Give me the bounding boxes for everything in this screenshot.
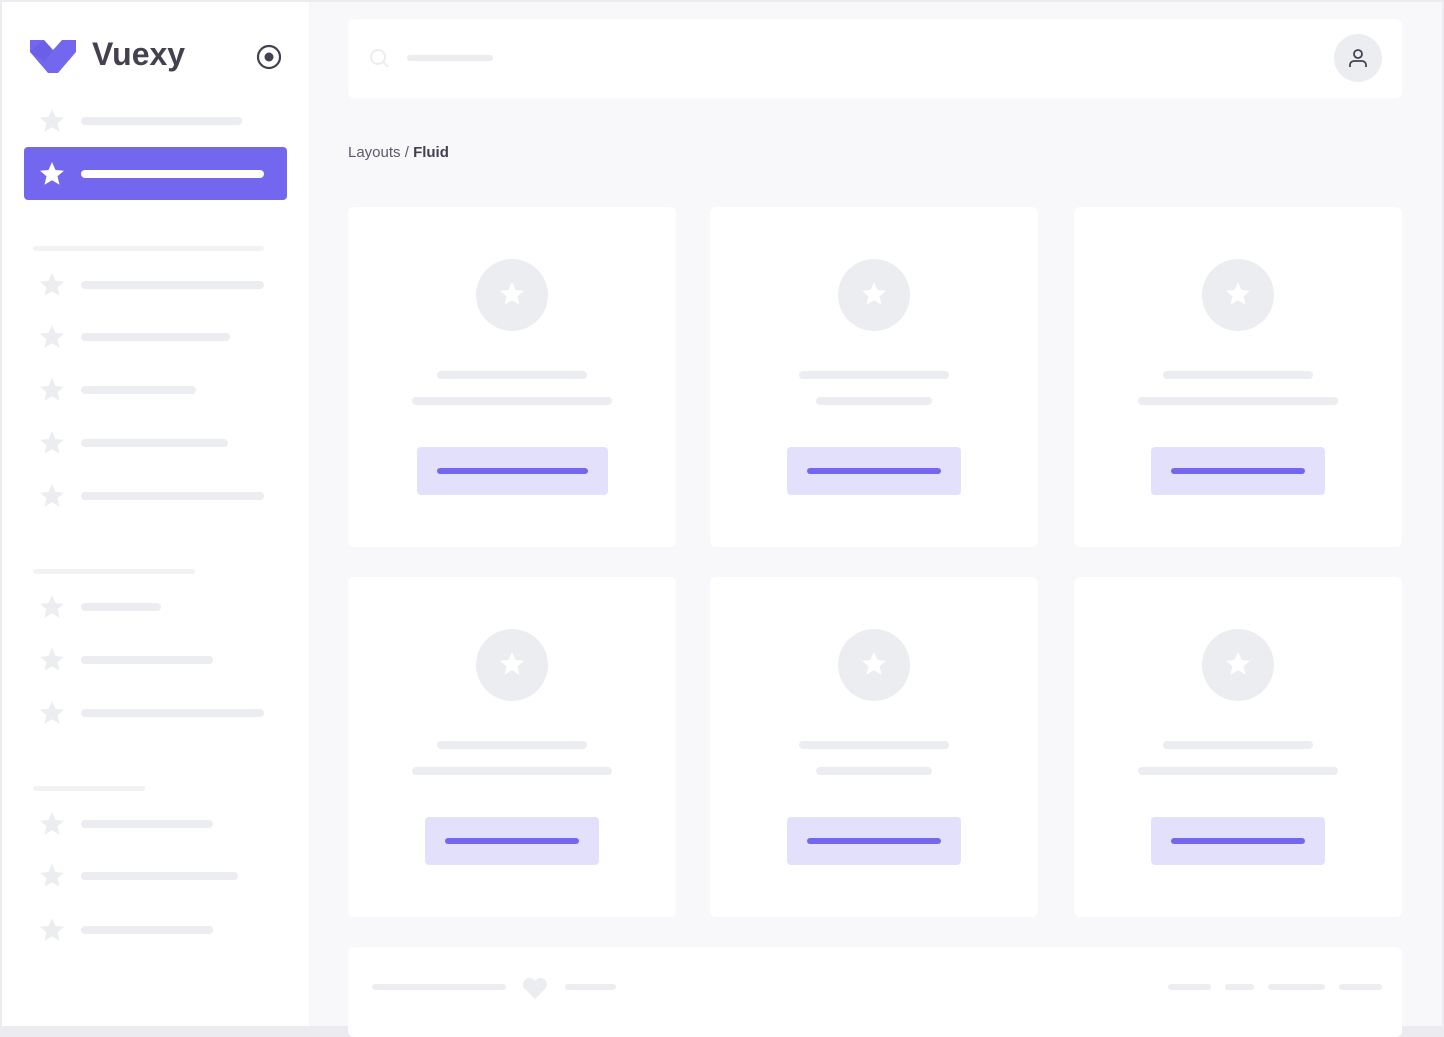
- star-icon: [40, 273, 64, 296]
- sidebar-item-label: [81, 281, 264, 289]
- radio-circle-icon[interactable]: [256, 44, 282, 70]
- star-icon: [40, 109, 64, 132]
- breadcrumb-current: Fluid: [413, 144, 449, 161]
- card-button[interactable]: [787, 447, 961, 495]
- star-icon: [40, 918, 64, 941]
- star-icon: [40, 431, 64, 454]
- card-text: [1138, 767, 1338, 775]
- star-icon: [862, 652, 886, 675]
- sidebar-item-label: [81, 872, 238, 880]
- card: [348, 207, 676, 547]
- breadcrumb: Layouts / Fluid: [348, 144, 449, 161]
- sidebar-item-label: [81, 170, 264, 178]
- star-icon: [40, 701, 64, 724]
- sidebar-item-label: [81, 439, 228, 447]
- star-icon: [862, 282, 886, 305]
- star-icon: [1226, 652, 1250, 675]
- footer-link[interactable]: [1339, 984, 1382, 990]
- star-icon: [40, 484, 64, 507]
- card-button[interactable]: [416, 447, 608, 495]
- card: [710, 577, 1038, 917]
- avatar[interactable]: [1334, 34, 1382, 82]
- card-text: [816, 397, 932, 405]
- user-icon: [1349, 49, 1367, 67]
- star-icon: [500, 282, 524, 305]
- card: [348, 577, 676, 917]
- card-title: [799, 371, 949, 379]
- star-icon: [40, 595, 64, 618]
- card-avatar: [838, 629, 910, 701]
- card-button[interactable]: [425, 817, 599, 865]
- search-input[interactable]: [407, 55, 493, 61]
- footer: [348, 947, 1402, 1037]
- brand-name: Vuexy: [92, 36, 186, 72]
- sidebar-item-label: [81, 709, 264, 717]
- card-title: [799, 741, 949, 749]
- sidebar-item-label: [81, 492, 264, 500]
- sidebar-item-label: [81, 603, 161, 611]
- star-icon: [40, 162, 64, 185]
- footer-link[interactable]: [565, 984, 616, 990]
- sidebar-item-label: [81, 117, 242, 125]
- search-icon[interactable]: [369, 48, 391, 70]
- star-icon: [40, 648, 64, 671]
- card-title: [1163, 371, 1313, 379]
- card: [710, 207, 1038, 547]
- card-title: [1163, 741, 1313, 749]
- card: [1074, 577, 1402, 917]
- card-avatar: [476, 259, 548, 331]
- star-icon: [1226, 282, 1250, 305]
- card-title: [437, 741, 587, 749]
- sidebar-section-header: [33, 569, 195, 574]
- sidebar-item-label: [81, 386, 196, 394]
- sidebar-section-header: [33, 246, 264, 251]
- star-icon: [500, 652, 524, 675]
- card-title: [437, 371, 587, 379]
- navbar: [348, 19, 1402, 98]
- card-button[interactable]: [787, 817, 961, 865]
- star-icon: [40, 378, 64, 401]
- vuexy-logo-icon: [30, 40, 76, 73]
- card-avatar: [476, 629, 548, 701]
- sidebar-item-label: [81, 333, 230, 341]
- footer-link[interactable]: [1268, 984, 1325, 990]
- footer-link[interactable]: [1225, 984, 1254, 990]
- sidebar-section-header: [33, 786, 145, 791]
- card: [1074, 207, 1402, 547]
- card-text: [816, 767, 932, 775]
- card-text: [412, 767, 612, 775]
- sidebar-item-label: [81, 926, 213, 934]
- sidebar-item-label: [81, 820, 213, 828]
- card-avatar: [838, 259, 910, 331]
- star-icon: [40, 864, 64, 887]
- heart-icon: [522, 977, 548, 999]
- card-avatar: [1202, 629, 1274, 701]
- card-text: [1138, 397, 1338, 405]
- sidebar-item-label: [81, 656, 213, 664]
- card-avatar: [1202, 259, 1274, 331]
- card-button[interactable]: [1151, 817, 1325, 865]
- star-icon: [40, 325, 64, 348]
- breadcrumb-parent[interactable]: Layouts: [348, 144, 401, 161]
- star-icon: [40, 812, 64, 835]
- card-button[interactable]: [1151, 447, 1325, 495]
- breadcrumb-separator: /: [400, 144, 414, 161]
- footer-link[interactable]: [1168, 984, 1211, 990]
- card-text: [412, 397, 612, 405]
